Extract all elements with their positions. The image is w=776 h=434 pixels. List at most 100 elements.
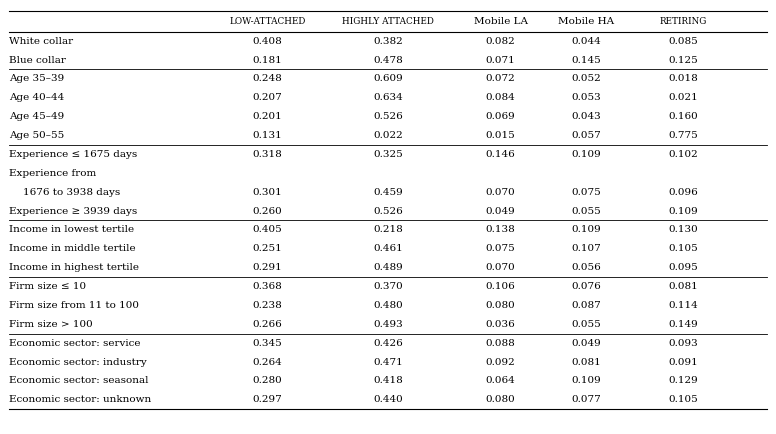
Text: Economic sector: industry: Economic sector: industry [9,358,147,367]
Text: 0.107: 0.107 [571,244,601,253]
Text: 0.131: 0.131 [253,131,282,140]
Text: 0.052: 0.052 [571,74,601,83]
Text: 0.088: 0.088 [486,339,515,348]
Text: 0.130: 0.130 [668,225,698,234]
Text: 0.291: 0.291 [253,263,282,272]
Text: 0.461: 0.461 [373,244,403,253]
Text: 0.055: 0.055 [571,320,601,329]
Text: 0.080: 0.080 [486,301,515,310]
Text: 0.044: 0.044 [571,36,601,46]
Text: 0.405: 0.405 [253,225,282,234]
Text: 0.160: 0.160 [668,112,698,121]
Text: 0.408: 0.408 [253,36,282,46]
Text: 0.114: 0.114 [668,301,698,310]
Text: 0.093: 0.093 [668,339,698,348]
Text: 0.085: 0.085 [668,36,698,46]
Text: 0.109: 0.109 [571,150,601,159]
Text: 0.370: 0.370 [373,282,403,291]
Text: 0.070: 0.070 [486,263,515,272]
Text: 0.478: 0.478 [373,56,403,65]
Text: LOW-ATTACHED: LOW-ATTACHED [230,17,306,26]
Text: 0.105: 0.105 [668,244,698,253]
Text: RETIRING: RETIRING [659,17,707,26]
Text: Mobile LA: Mobile LA [473,17,528,26]
Text: 0.471: 0.471 [373,358,403,367]
Text: 0.609: 0.609 [373,74,403,83]
Text: 0.080: 0.080 [486,395,515,404]
Text: 0.266: 0.266 [253,320,282,329]
Text: Income in highest tertile: Income in highest tertile [9,263,140,272]
Text: 0.087: 0.087 [571,301,601,310]
Text: 0.077: 0.077 [571,395,601,404]
Text: 0.055: 0.055 [571,207,601,216]
Text: Experience from: Experience from [9,169,96,178]
Text: 0.049: 0.049 [486,207,515,216]
Text: 0.129: 0.129 [668,376,698,385]
Text: 0.084: 0.084 [486,93,515,102]
Text: 0.091: 0.091 [668,358,698,367]
Text: 0.022: 0.022 [373,131,403,140]
Text: 0.075: 0.075 [486,244,515,253]
Text: 0.149: 0.149 [668,320,698,329]
Text: 0.081: 0.081 [571,358,601,367]
Text: 0.109: 0.109 [571,376,601,385]
Text: Economic sector: service: Economic sector: service [9,339,140,348]
Text: Income in lowest tertile: Income in lowest tertile [9,225,134,234]
Text: 0.382: 0.382 [373,36,403,46]
Text: 0.106: 0.106 [486,282,515,291]
Text: Firm size from 11 to 100: Firm size from 11 to 100 [9,301,140,310]
Text: 0.105: 0.105 [668,395,698,404]
Text: 0.260: 0.260 [253,207,282,216]
Text: 0.053: 0.053 [571,93,601,102]
Text: 0.109: 0.109 [668,207,698,216]
Text: 0.480: 0.480 [373,301,403,310]
Text: 0.775: 0.775 [668,131,698,140]
Text: 0.036: 0.036 [486,320,515,329]
Text: Economic sector: unknown: Economic sector: unknown [9,395,151,404]
Text: White collar: White collar [9,36,74,46]
Text: 0.056: 0.056 [571,263,601,272]
Text: 0.264: 0.264 [253,358,282,367]
Text: 0.070: 0.070 [486,187,515,197]
Text: 0.021: 0.021 [668,93,698,102]
Text: 0.064: 0.064 [486,376,515,385]
Text: 0.102: 0.102 [668,150,698,159]
Text: HIGHLY ATTACHED: HIGHLY ATTACHED [342,17,434,26]
Text: 0.440: 0.440 [373,395,403,404]
Text: 0.318: 0.318 [253,150,282,159]
Text: 0.069: 0.069 [486,112,515,121]
Text: 0.125: 0.125 [668,56,698,65]
Text: Income in middle tertile: Income in middle tertile [9,244,136,253]
Text: 0.109: 0.109 [571,225,601,234]
Text: Firm size ≤ 10: Firm size ≤ 10 [9,282,86,291]
Text: 0.418: 0.418 [373,376,403,385]
Text: 0.368: 0.368 [253,282,282,291]
Text: Firm size > 100: Firm size > 100 [9,320,93,329]
Text: 0.081: 0.081 [668,282,698,291]
Text: 0.076: 0.076 [571,282,601,291]
Text: Economic sector: seasonal: Economic sector: seasonal [9,376,149,385]
Text: 0.071: 0.071 [486,56,515,65]
Text: Experience ≤ 1675 days: Experience ≤ 1675 days [9,150,137,159]
Text: 0.634: 0.634 [373,93,403,102]
Text: 0.057: 0.057 [571,131,601,140]
Text: 0.145: 0.145 [571,56,601,65]
Text: 0.301: 0.301 [253,187,282,197]
Text: 0.043: 0.043 [571,112,601,121]
Text: 0.082: 0.082 [486,36,515,46]
Text: 0.181: 0.181 [253,56,282,65]
Text: 0.049: 0.049 [571,339,601,348]
Text: 0.238: 0.238 [253,301,282,310]
Text: 1676 to 3938 days: 1676 to 3938 days [23,187,120,197]
Text: 0.459: 0.459 [373,187,403,197]
Text: 0.092: 0.092 [486,358,515,367]
Text: Mobile HA: Mobile HA [558,17,614,26]
Text: 0.095: 0.095 [668,263,698,272]
Text: 0.251: 0.251 [253,244,282,253]
Text: Experience ≥ 3939 days: Experience ≥ 3939 days [9,207,137,216]
Text: 0.426: 0.426 [373,339,403,348]
Text: 0.248: 0.248 [253,74,282,83]
Text: Age 40–44: Age 40–44 [9,93,64,102]
Text: 0.146: 0.146 [486,150,515,159]
Text: Blue collar: Blue collar [9,56,66,65]
